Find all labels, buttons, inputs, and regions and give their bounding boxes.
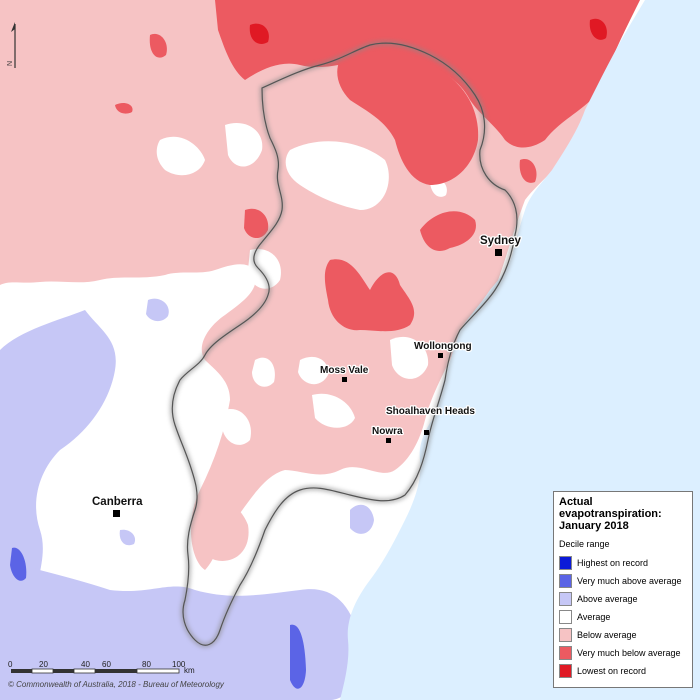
legend-label: Below average xyxy=(577,630,637,640)
legend-title: Actual evapotranspiration: January 2018 xyxy=(559,496,662,532)
very-much-below-region xyxy=(115,102,133,114)
legend-label: Very much above average xyxy=(577,576,682,586)
average-region xyxy=(225,122,263,167)
scale-bar: 0 20 40 60 80 100 km xyxy=(8,660,195,675)
scale-tick: 0 xyxy=(8,660,13,669)
very-much-above-region xyxy=(290,624,306,689)
legend-item: Lowest on record xyxy=(559,662,687,680)
place-marker-shoalhaven-heads[interactable]: Shoalhaven Heads xyxy=(385,405,477,435)
legend-subtitle: Decile range xyxy=(559,539,610,549)
legend-item: Average xyxy=(559,608,687,626)
legend-item: Highest on record xyxy=(559,554,687,572)
place-label: Wollongong xyxy=(414,341,472,352)
place-label: Sydney xyxy=(480,235,522,247)
lowest-on-record-region xyxy=(589,18,607,40)
legend-item: Very much below average xyxy=(559,644,687,662)
legend-swatch xyxy=(559,610,572,624)
average-region xyxy=(285,141,389,210)
very-much-below-region xyxy=(519,159,537,183)
copyright-notice: © Commonwealth of Australia, 2018 - Bure… xyxy=(8,680,224,689)
legend-item: Below average xyxy=(559,626,687,644)
scale-tick: 60 xyxy=(102,660,111,669)
scale-tick: 20 xyxy=(39,660,48,669)
place-label: Nowra xyxy=(372,426,403,437)
average-region xyxy=(298,356,329,385)
map-legend: Actual evapotranspiration: January 2018 … xyxy=(553,491,693,688)
legend-label: Very much below average xyxy=(577,648,681,658)
legend-swatch xyxy=(559,628,572,642)
above-average-region xyxy=(350,504,374,534)
above-average-region xyxy=(146,298,169,322)
average-region xyxy=(252,357,275,387)
place-marker-wollongong[interactable]: Wollongong xyxy=(413,340,473,358)
legend-label: Above average xyxy=(577,594,638,604)
north-arrow-icon: N xyxy=(7,22,16,68)
very-much-below-region xyxy=(337,51,479,185)
place-marker-canberra[interactable]: Canberra xyxy=(91,495,144,517)
above-average-region xyxy=(119,529,136,546)
scale-tick: 100 xyxy=(172,660,186,669)
place-label: Shoalhaven Heads xyxy=(386,406,475,417)
legend-label: Average xyxy=(577,612,611,622)
region-boundary xyxy=(170,41,519,648)
place-marker-nowra[interactable]: Nowra xyxy=(371,425,404,443)
very-much-below-region xyxy=(509,112,532,136)
place-marker-moss-vale[interactable]: Moss Vale xyxy=(319,364,370,382)
very-much-above-region xyxy=(10,547,27,581)
very-much-below-region xyxy=(149,33,167,58)
very-much-below-region xyxy=(420,211,476,251)
scale-unit: km xyxy=(184,666,195,675)
below-average-region xyxy=(198,496,249,561)
very-much-below-region xyxy=(324,259,415,332)
legend-item: Very much above average xyxy=(559,572,687,590)
place-label: Canberra xyxy=(92,496,143,508)
legend-swatch xyxy=(559,592,572,606)
average-region xyxy=(312,393,355,428)
scale-tick: 40 xyxy=(81,660,90,669)
average-region xyxy=(248,249,281,289)
average-region xyxy=(156,136,205,176)
legend-swatch xyxy=(559,646,572,660)
legend-swatch xyxy=(559,556,572,570)
north-label: N xyxy=(7,61,14,66)
lowest-on-record-region xyxy=(249,23,269,45)
legend-label: Highest on record xyxy=(577,558,649,568)
average-region xyxy=(390,336,429,379)
legend-label: Lowest on record xyxy=(577,666,647,676)
above-average-region xyxy=(0,560,363,700)
legend-swatch xyxy=(559,664,572,678)
legend-swatch xyxy=(559,574,572,588)
place-marker-sydney[interactable]: Sydney xyxy=(479,234,523,256)
place-label: Moss Vale xyxy=(320,365,369,376)
very-much-below-region xyxy=(215,0,640,148)
average-region xyxy=(222,409,251,445)
very-much-below-region xyxy=(244,208,269,239)
legend-item: Above average xyxy=(559,590,687,608)
scale-tick: 80 xyxy=(142,660,151,669)
